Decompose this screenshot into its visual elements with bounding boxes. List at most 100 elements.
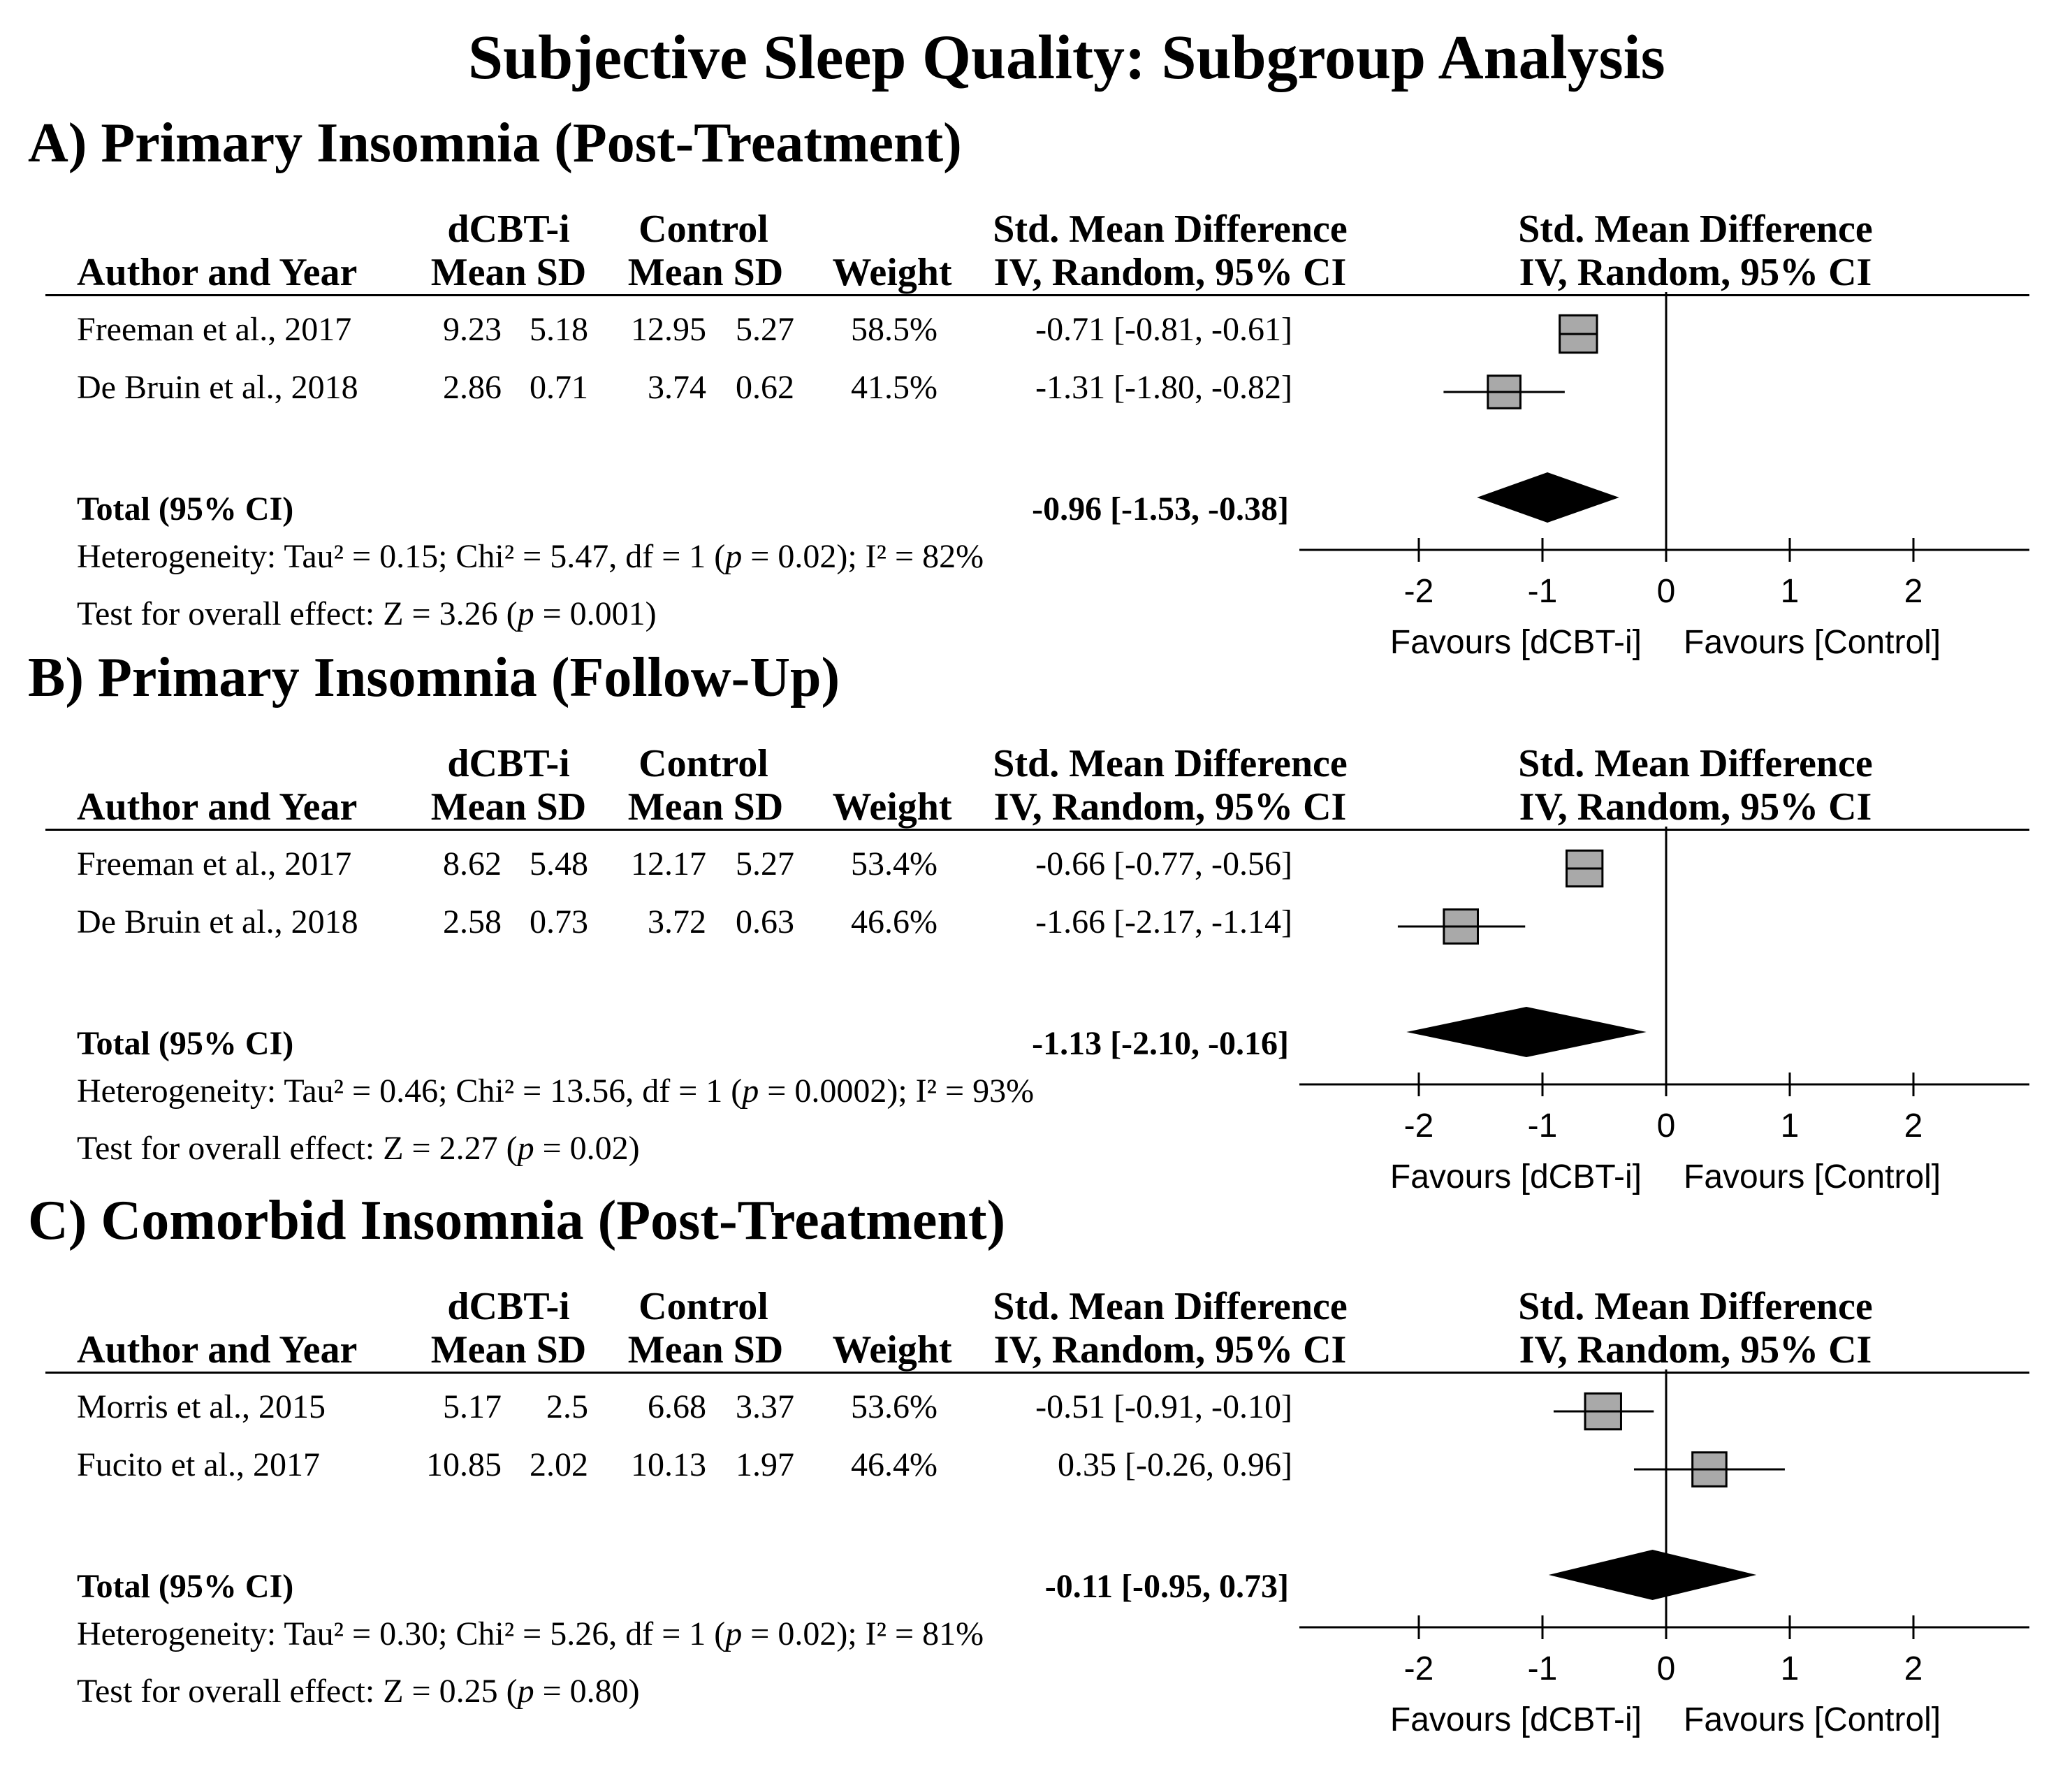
favours-left: Favours [dCBT-i] (1390, 624, 1642, 661)
favours-left: Favours [dCBT-i] (1390, 1701, 1642, 1738)
header-rule (45, 1372, 2029, 1374)
header-control: Control (639, 1285, 768, 1328)
x-tick-label: 2 (1904, 1650, 1923, 1687)
study-weight: 53.6% (851, 1388, 937, 1425)
control-sd: 1.97 (736, 1446, 794, 1483)
header-iv-plot: IV, Random, 95% CI (1519, 785, 1872, 829)
panel-title: C) Comorbid Insomnia (Post-Treatment) (28, 1190, 1006, 1251)
control-mean: 12.95 (631, 311, 706, 348)
header-iv-text: IV, Random, 95% CI (993, 251, 1347, 294)
control-sd: 0.63 (736, 903, 794, 940)
x-tick-label: -1 (1528, 573, 1558, 610)
header-rule (45, 294, 2029, 296)
header-dcbti-meansd: Mean SD (430, 251, 587, 294)
study-author: Freeman et al., 2017 (77, 311, 352, 348)
dcbti-sd: 2.5 (546, 1388, 588, 1425)
study-square (1691, 1451, 1728, 1488)
dcbti-mean: 8.62 (443, 845, 502, 882)
header-smd-text: Std. Mean Difference (993, 742, 1348, 785)
x-tick-label: -2 (1404, 573, 1434, 610)
p-symbol: p (517, 1673, 534, 1710)
p-symbol: p (725, 538, 743, 575)
study-ci: -1.31 [-1.80, -0.82] (1035, 369, 1292, 406)
header-smd-text: Std. Mean Difference (993, 208, 1348, 251)
header-dcbti: dCBT-i (447, 742, 570, 785)
header-iv-text: IV, Random, 95% CI (993, 785, 1347, 829)
heterogeneity-text: Heterogeneity: Tau² = 0.30; Chi² = 5.26,… (77, 1615, 984, 1652)
header-iv-plot: IV, Random, 95% CI (1519, 1328, 1872, 1372)
x-tick-label: -1 (1528, 1107, 1558, 1144)
p-symbol: p (517, 1130, 534, 1167)
x-tick-label: 0 (1657, 573, 1676, 610)
dcbti-mean: 5.17 (443, 1388, 502, 1425)
study-square (1566, 849, 1604, 888)
dcbti-mean: 2.86 (443, 369, 502, 406)
x-tick-label: -2 (1404, 1107, 1434, 1144)
header-author: Author and Year (77, 251, 358, 294)
x-tick-label: 2 (1904, 1107, 1923, 1144)
dcbti-sd: 2.02 (530, 1446, 588, 1483)
header-author: Author and Year (77, 785, 358, 829)
control-mean: 10.13 (631, 1446, 706, 1483)
header-weight: Weight (832, 785, 952, 829)
pooled-diamond (1548, 1550, 1757, 1600)
control-mean: 3.74 (648, 369, 706, 406)
total-ci: -0.96 [-1.53, -0.38] (1032, 490, 1289, 528)
study-square (1443, 908, 1480, 945)
x-tick-label: 0 (1657, 1107, 1676, 1144)
header-author: Author and Year (77, 1328, 358, 1372)
study-weight: 53.4% (851, 845, 937, 882)
pooled-diamond (1477, 472, 1619, 523)
x-tick-label: 1 (1781, 1107, 1800, 1144)
dcbti-mean: 10.85 (426, 1446, 502, 1483)
header-dcbti-meansd: Mean SD (430, 785, 587, 829)
heterogeneity-text: Heterogeneity: Tau² = 0.46; Chi² = 13.56… (77, 1073, 1035, 1110)
dcbti-sd: 0.73 (530, 903, 588, 940)
dcbti-mean: 2.58 (443, 903, 502, 940)
header-smd-text: Std. Mean Difference (993, 1285, 1348, 1328)
x-tick-label: 1 (1781, 1650, 1800, 1687)
dcbti-sd: 5.18 (530, 311, 588, 348)
p-symbol: p (742, 1073, 759, 1110)
favours-right: Favours [Control] (1684, 1158, 1941, 1195)
study-square (1559, 314, 1598, 354)
study-ci: -0.66 [-0.77, -0.56] (1035, 845, 1292, 882)
control-mean: 6.68 (648, 1388, 706, 1425)
study-author: Freeman et al., 2017 (77, 845, 352, 882)
control-sd: 5.27 (736, 311, 794, 348)
total-ci: -0.11 [-0.95, 0.73] (1044, 1568, 1289, 1605)
figure-title: Subjective Sleep Quality: Subgroup Analy… (468, 23, 1665, 92)
overall-effect-text: Test for overall effect: Z = 2.27 (p = 0… (77, 1130, 640, 1167)
control-mean: 12.17 (631, 845, 706, 882)
study-ci: -1.66 [-2.17, -1.14] (1035, 903, 1292, 940)
study-ci: -0.71 [-0.81, -0.61] (1035, 311, 1292, 348)
total-label: Total (95% CI) (77, 1568, 294, 1605)
header-control: Control (639, 742, 768, 785)
study-ci: 0.35 [-0.26, 0.96] (1058, 1446, 1292, 1483)
header-control-meansd: Mean SD (627, 785, 784, 829)
study-author: Morris et al., 2015 (77, 1388, 326, 1425)
study-weight: 46.6% (851, 903, 937, 940)
panel-title: A) Primary Insomnia (Post-Treatment) (28, 112, 962, 174)
favours-right: Favours [Control] (1684, 624, 1941, 661)
header-control-meansd: Mean SD (627, 251, 784, 294)
overall-effect-text: Test for overall effect: Z = 0.25 (p = 0… (77, 1673, 640, 1710)
total-label: Total (95% CI) (77, 1025, 294, 1062)
header-dcbti: dCBT-i (447, 1285, 570, 1328)
header-control-meansd: Mean SD (627, 1328, 784, 1372)
overall-effect-text: Test for overall effect: Z = 3.26 (p = 0… (77, 595, 657, 632)
header-smd-plot: Std. Mean Difference (1518, 1285, 1873, 1328)
study-weight: 41.5% (851, 369, 937, 406)
study-weight: 46.4% (851, 1446, 937, 1483)
x-tick-label: -2 (1404, 1650, 1434, 1687)
study-author: Fucito et al., 2017 (77, 1446, 320, 1483)
dcbti-sd: 5.48 (530, 845, 588, 882)
study-author: De Bruin et al., 2018 (77, 369, 358, 406)
header-iv-text: IV, Random, 95% CI (993, 1328, 1347, 1372)
p-symbol: p (725, 1615, 743, 1652)
study-weight: 58.5% (851, 311, 937, 348)
favours-right: Favours [Control] (1684, 1701, 1941, 1738)
control-sd: 3.37 (736, 1388, 794, 1425)
total-label: Total (95% CI) (77, 490, 294, 528)
dcbti-mean: 9.23 (443, 311, 502, 348)
